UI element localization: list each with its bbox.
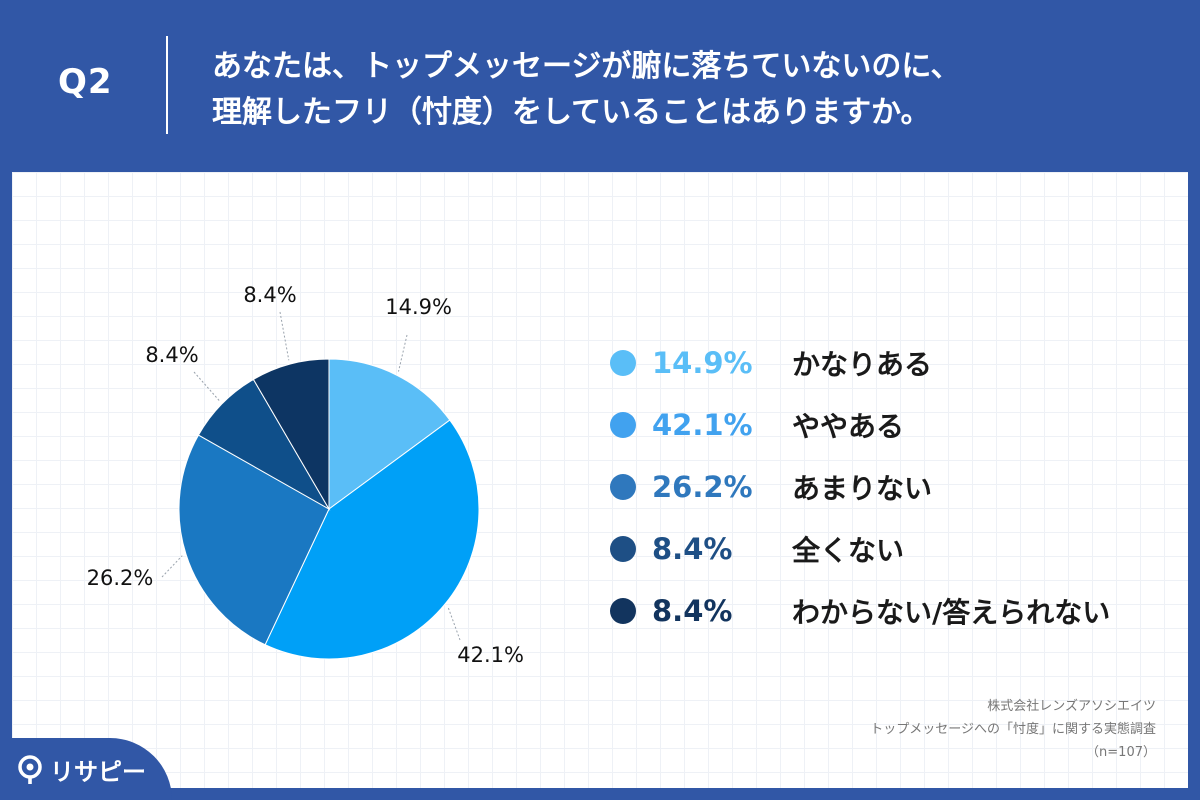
legend-dot-icon bbox=[610, 412, 636, 438]
legend-pct: 42.1% bbox=[652, 408, 753, 442]
question-line-2: 理解したフリ（忖度）をしていることはありますか。 bbox=[212, 95, 931, 130]
header-divider bbox=[166, 36, 168, 134]
credit-survey: トップメッセージへの「忖度」に関する実態調査 bbox=[870, 722, 1156, 737]
source-credits: 株式会社レンズアソシエイツ トップメッセージへの「忖度」に関する実態調査 （n=… bbox=[756, 695, 1156, 764]
legend-dot-icon bbox=[610, 598, 636, 624]
leader-line-1 bbox=[397, 334, 408, 372]
chart-panel: 14.9% 42.1% 26.2% 8.4% 8.4% 14.9% かなりある 42.1… bbox=[12, 172, 1188, 788]
legend-item-5: 8.4% わからない/答えられない bbox=[610, 580, 1170, 642]
question-line-1: あなたは、トップメッセージが腑に落ちていないのに、 bbox=[212, 49, 961, 84]
pie-slice-3 bbox=[178, 434, 330, 646]
legend-item-3: 26.2% あまりない bbox=[610, 456, 1170, 518]
credit-company: 株式会社レンズアソシエイツ bbox=[987, 699, 1156, 714]
leader-line-4 bbox=[193, 371, 220, 402]
legend-item-1: 14.9% かなりある bbox=[610, 332, 1170, 394]
pie-slice-1 bbox=[328, 358, 451, 510]
legend-pct: 8.4% bbox=[652, 532, 733, 566]
pie-slice-5 bbox=[252, 358, 330, 511]
question-number: Q2 bbox=[58, 62, 113, 102]
legend-dot-icon bbox=[610, 350, 636, 376]
leader-line-3 bbox=[161, 555, 183, 578]
brand-logo[interactable]: リサピー bbox=[16, 752, 146, 787]
legend-item-4: 8.4% 全くない bbox=[610, 518, 1170, 580]
slice-value-label-3: 26.2% bbox=[87, 566, 154, 590]
pie-chart: 14.9% 42.1% 26.2% 8.4% 8.4% bbox=[87, 283, 524, 667]
legend-item-2: 42.1% ややある bbox=[610, 394, 1170, 456]
header: Q2 あなたは、トップメッセージが腑に落ちていないのに、 理解したフリ（忖度）を… bbox=[0, 0, 1200, 170]
slice-value-label-1: 14.9% bbox=[385, 295, 452, 319]
legend-pct: 26.2% bbox=[652, 470, 753, 504]
leader-line-2 bbox=[447, 606, 461, 641]
legend-label: わからない/答えられない bbox=[792, 596, 1111, 629]
credit-sample: （n=107） bbox=[1086, 745, 1156, 760]
leader-line-5 bbox=[279, 311, 290, 361]
question-text: あなたは、トップメッセージが腑に落ちていないのに、 理解したフリ（忖度）をしてい… bbox=[212, 44, 1172, 136]
legend-pct: 14.9% bbox=[652, 346, 753, 380]
pin-logo-icon bbox=[18, 754, 42, 784]
slice-value-label-2: 42.1% bbox=[457, 643, 524, 667]
legend-dot-icon bbox=[610, 536, 636, 562]
legend-label: あまりない bbox=[792, 472, 933, 505]
legend: 14.9% かなりある 42.1% ややある 26.2% あまりない 8.4% … bbox=[610, 332, 1170, 642]
legend-label: 全くない bbox=[792, 534, 905, 567]
legend-label: ややある bbox=[792, 410, 905, 443]
logo-text: リサピー bbox=[50, 758, 146, 786]
slice-value-label-5: 8.4% bbox=[243, 283, 296, 307]
legend-pct: 8.4% bbox=[652, 594, 733, 628]
legend-label: かなりある bbox=[792, 348, 933, 381]
pie-slice-2 bbox=[264, 419, 480, 660]
legend-dot-icon bbox=[610, 474, 636, 500]
slice-value-label-4: 8.4% bbox=[145, 343, 198, 367]
